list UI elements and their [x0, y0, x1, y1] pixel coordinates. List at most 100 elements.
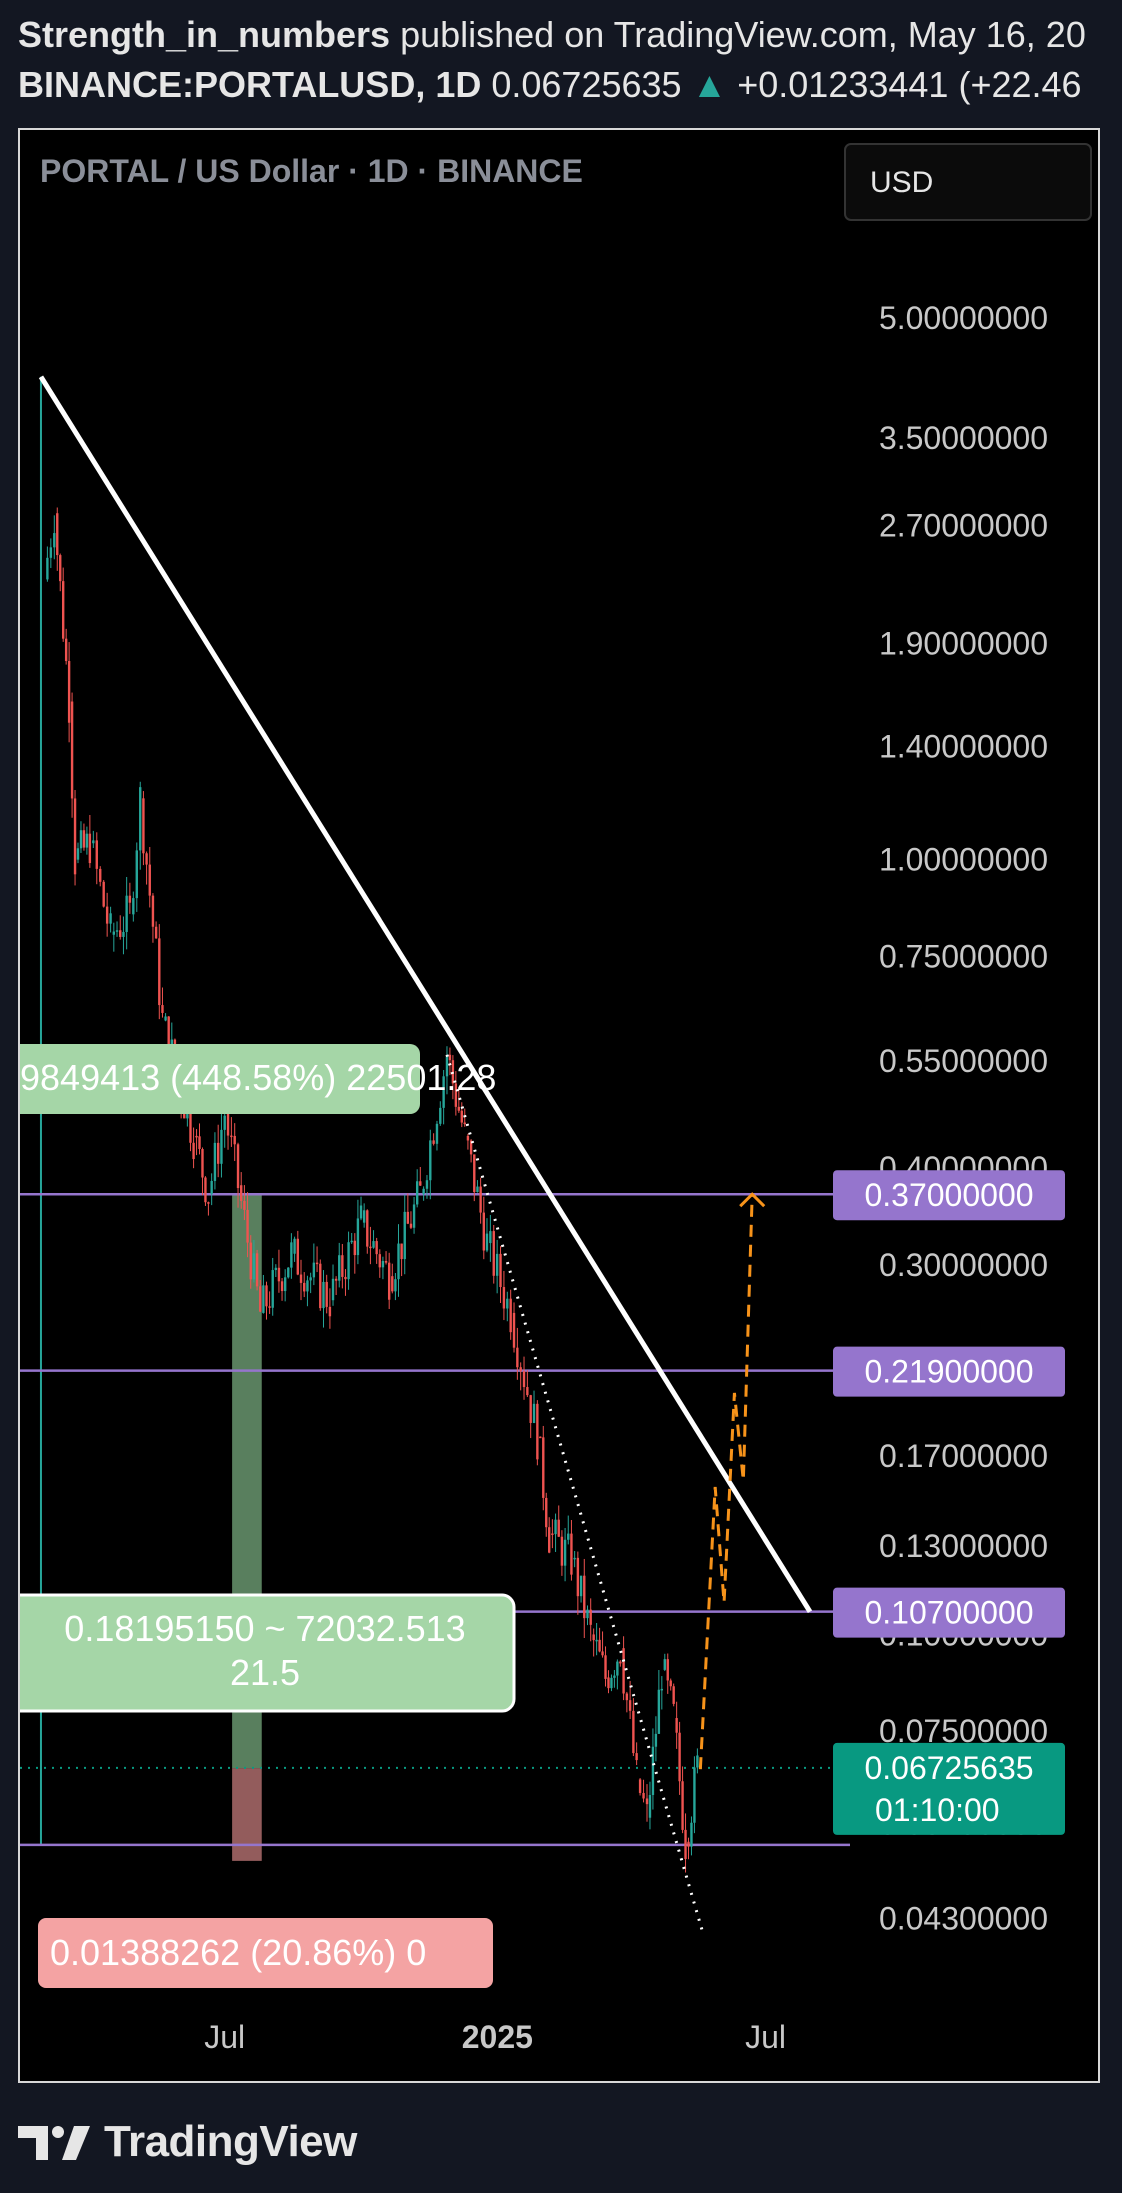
candle-body — [696, 1755, 699, 1768]
level-tag-1 — [833, 1346, 1065, 1397]
level-tag-text-2: 0.10700000 — [864, 1595, 1033, 1631]
y-tick-label: 0.13000000 — [879, 1528, 1048, 1564]
currency-button[interactable]: USD — [844, 143, 1092, 221]
candle-body — [378, 1254, 381, 1268]
measure-top-label — [20, 1044, 420, 1114]
candle-body — [271, 1270, 274, 1308]
candle-body — [148, 864, 151, 896]
candle-body — [422, 1188, 425, 1195]
candle-body — [419, 1181, 422, 1186]
candle-body — [328, 1306, 332, 1317]
candle-body — [672, 1686, 675, 1704]
y-tick-label: 1.90000000 — [879, 626, 1048, 662]
candle-body — [454, 1083, 458, 1107]
candle-body — [489, 1231, 492, 1244]
y-tick-label: 1.40000000 — [879, 728, 1048, 764]
candle-body — [366, 1210, 369, 1247]
candle-body — [610, 1677, 613, 1689]
candle-body — [303, 1282, 306, 1292]
candle-body — [645, 1798, 649, 1805]
candle-body — [439, 1107, 442, 1124]
last-price-tag — [833, 1742, 1065, 1835]
candle-body — [158, 938, 161, 1006]
candle-body — [99, 868, 102, 882]
candle-body — [70, 701, 74, 799]
candle-body — [189, 1106, 192, 1143]
measure-top-text: 9849413 (448.58%) 22501.28 — [20, 1057, 496, 1098]
candle-body — [92, 840, 95, 844]
candle-body — [406, 1211, 410, 1224]
candle-body — [567, 1533, 570, 1540]
y-tick-label: 0.04300000 — [879, 1900, 1048, 1936]
measure-mid-label — [20, 1593, 516, 1713]
up-arrow-icon: ▲ — [691, 64, 728, 105]
candle-body — [325, 1281, 328, 1307]
candle-body — [344, 1276, 347, 1280]
candle-body — [49, 547, 53, 558]
symbol-header: BINANCE:PORTALUSD, 1D 0.06725635 ▲ +0.01… — [18, 64, 1122, 106]
candle-body — [56, 513, 59, 556]
candle-body — [425, 1180, 429, 1189]
candle-body — [76, 848, 80, 860]
candle-body — [213, 1142, 217, 1181]
last-price: 0.06725635 — [491, 64, 682, 105]
candle-body — [601, 1651, 604, 1656]
measure-mid-text-1: 0.18195150 ~ 72032.513 — [64, 1608, 465, 1649]
candle-body — [139, 787, 142, 851]
candle-body — [198, 1136, 201, 1150]
candle-body — [85, 833, 89, 848]
dotted-support-trendline — [445, 1054, 705, 1935]
candle-body — [545, 1497, 548, 1528]
candle-body — [195, 1135, 198, 1138]
candle-body — [73, 798, 77, 875]
price-change: +0.01233441 — [737, 64, 949, 105]
candle-body — [628, 1700, 632, 1711]
candle-body — [151, 895, 155, 927]
candle-body — [296, 1238, 300, 1275]
candle-body — [135, 850, 138, 899]
candle-body — [693, 1767, 696, 1823]
candle-body — [283, 1277, 287, 1292]
position-stop-zone — [232, 1768, 262, 1861]
candle-body — [576, 1557, 580, 1597]
candle-body — [415, 1181, 419, 1205]
chart-panel[interactable]: PORTAL / US Dollar · 1D · BINANCE USD 5.00… — [18, 128, 1100, 2083]
candle-body — [259, 1286, 262, 1312]
candle-body — [495, 1253, 499, 1276]
measure-bottom-text: 0.01388262 (20.86%) 0 — [50, 1932, 426, 1973]
candle-body — [210, 1180, 213, 1195]
candle-body — [226, 1113, 230, 1136]
candle-body — [532, 1403, 536, 1423]
footer: TradingView — [18, 2112, 357, 2172]
candle-body — [67, 661, 71, 723]
price-chart[interactable]: PORTAL / US Dollar · 1D · BINANCE USD 5.00… — [20, 130, 1098, 2081]
candle-body — [592, 1634, 595, 1641]
candle-body — [506, 1298, 509, 1309]
candle-body — [223, 1115, 226, 1130]
candle-body — [102, 881, 105, 907]
candle-body — [604, 1655, 607, 1679]
candle-body — [607, 1677, 610, 1689]
candle-body — [570, 1533, 573, 1575]
candle-body — [522, 1371, 526, 1388]
level-tag-text-0: 0.37000000 — [864, 1177, 1033, 1213]
candle-body — [243, 1200, 246, 1210]
candle-body — [356, 1218, 360, 1256]
candle-body — [381, 1261, 385, 1268]
candles-group — [46, 507, 699, 1873]
candle-body — [482, 1212, 485, 1251]
candle-body — [265, 1285, 268, 1307]
candle-body — [277, 1267, 281, 1282]
author-name[interactable]: Strength_in_numbers — [18, 14, 391, 55]
candle-body — [262, 1285, 265, 1313]
candle-body — [548, 1527, 551, 1553]
candle-body — [666, 1659, 669, 1681]
candle-body — [142, 798, 145, 854]
candle-body — [322, 1281, 325, 1309]
candle-body — [394, 1279, 397, 1292]
candle-body — [687, 1841, 690, 1847]
candle-body — [492, 1231, 495, 1276]
candle-body — [268, 1306, 271, 1308]
candle-body — [651, 1746, 655, 1795]
candle-body — [678, 1732, 681, 1782]
